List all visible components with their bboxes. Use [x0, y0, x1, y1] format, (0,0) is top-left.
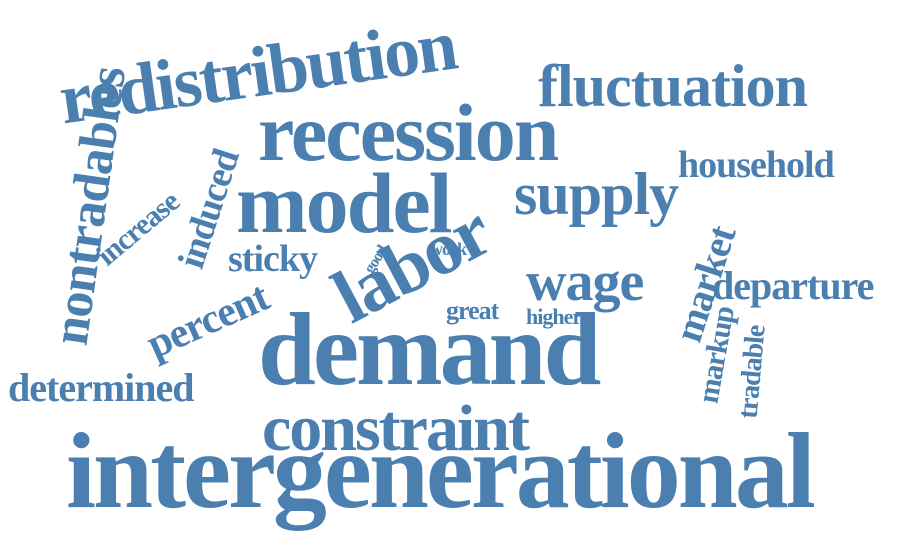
word-demand: demand — [258, 292, 601, 407]
word-model: model — [236, 155, 453, 251]
word-higher: higher — [526, 304, 582, 329]
word-fluctuation: fluctuation — [538, 53, 808, 119]
word-great: great — [446, 296, 499, 325]
word-tradable: tradable — [732, 324, 772, 420]
word-supply: supply — [514, 161, 679, 227]
word-nontradables: nontradables — [41, 63, 138, 349]
word-sticky: sticky — [228, 238, 318, 280]
word-household: household — [678, 144, 835, 186]
word-recession: recession — [258, 87, 559, 178]
word-wage: wage — [526, 251, 644, 313]
word-determined: determined — [8, 365, 195, 410]
word-departure: departure — [712, 263, 874, 308]
word-constraint: constraint — [262, 392, 530, 465]
word-percent: percent — [140, 274, 276, 368]
word-intergenerational: intergenerational — [66, 412, 816, 531]
word-work: work — [430, 239, 467, 259]
